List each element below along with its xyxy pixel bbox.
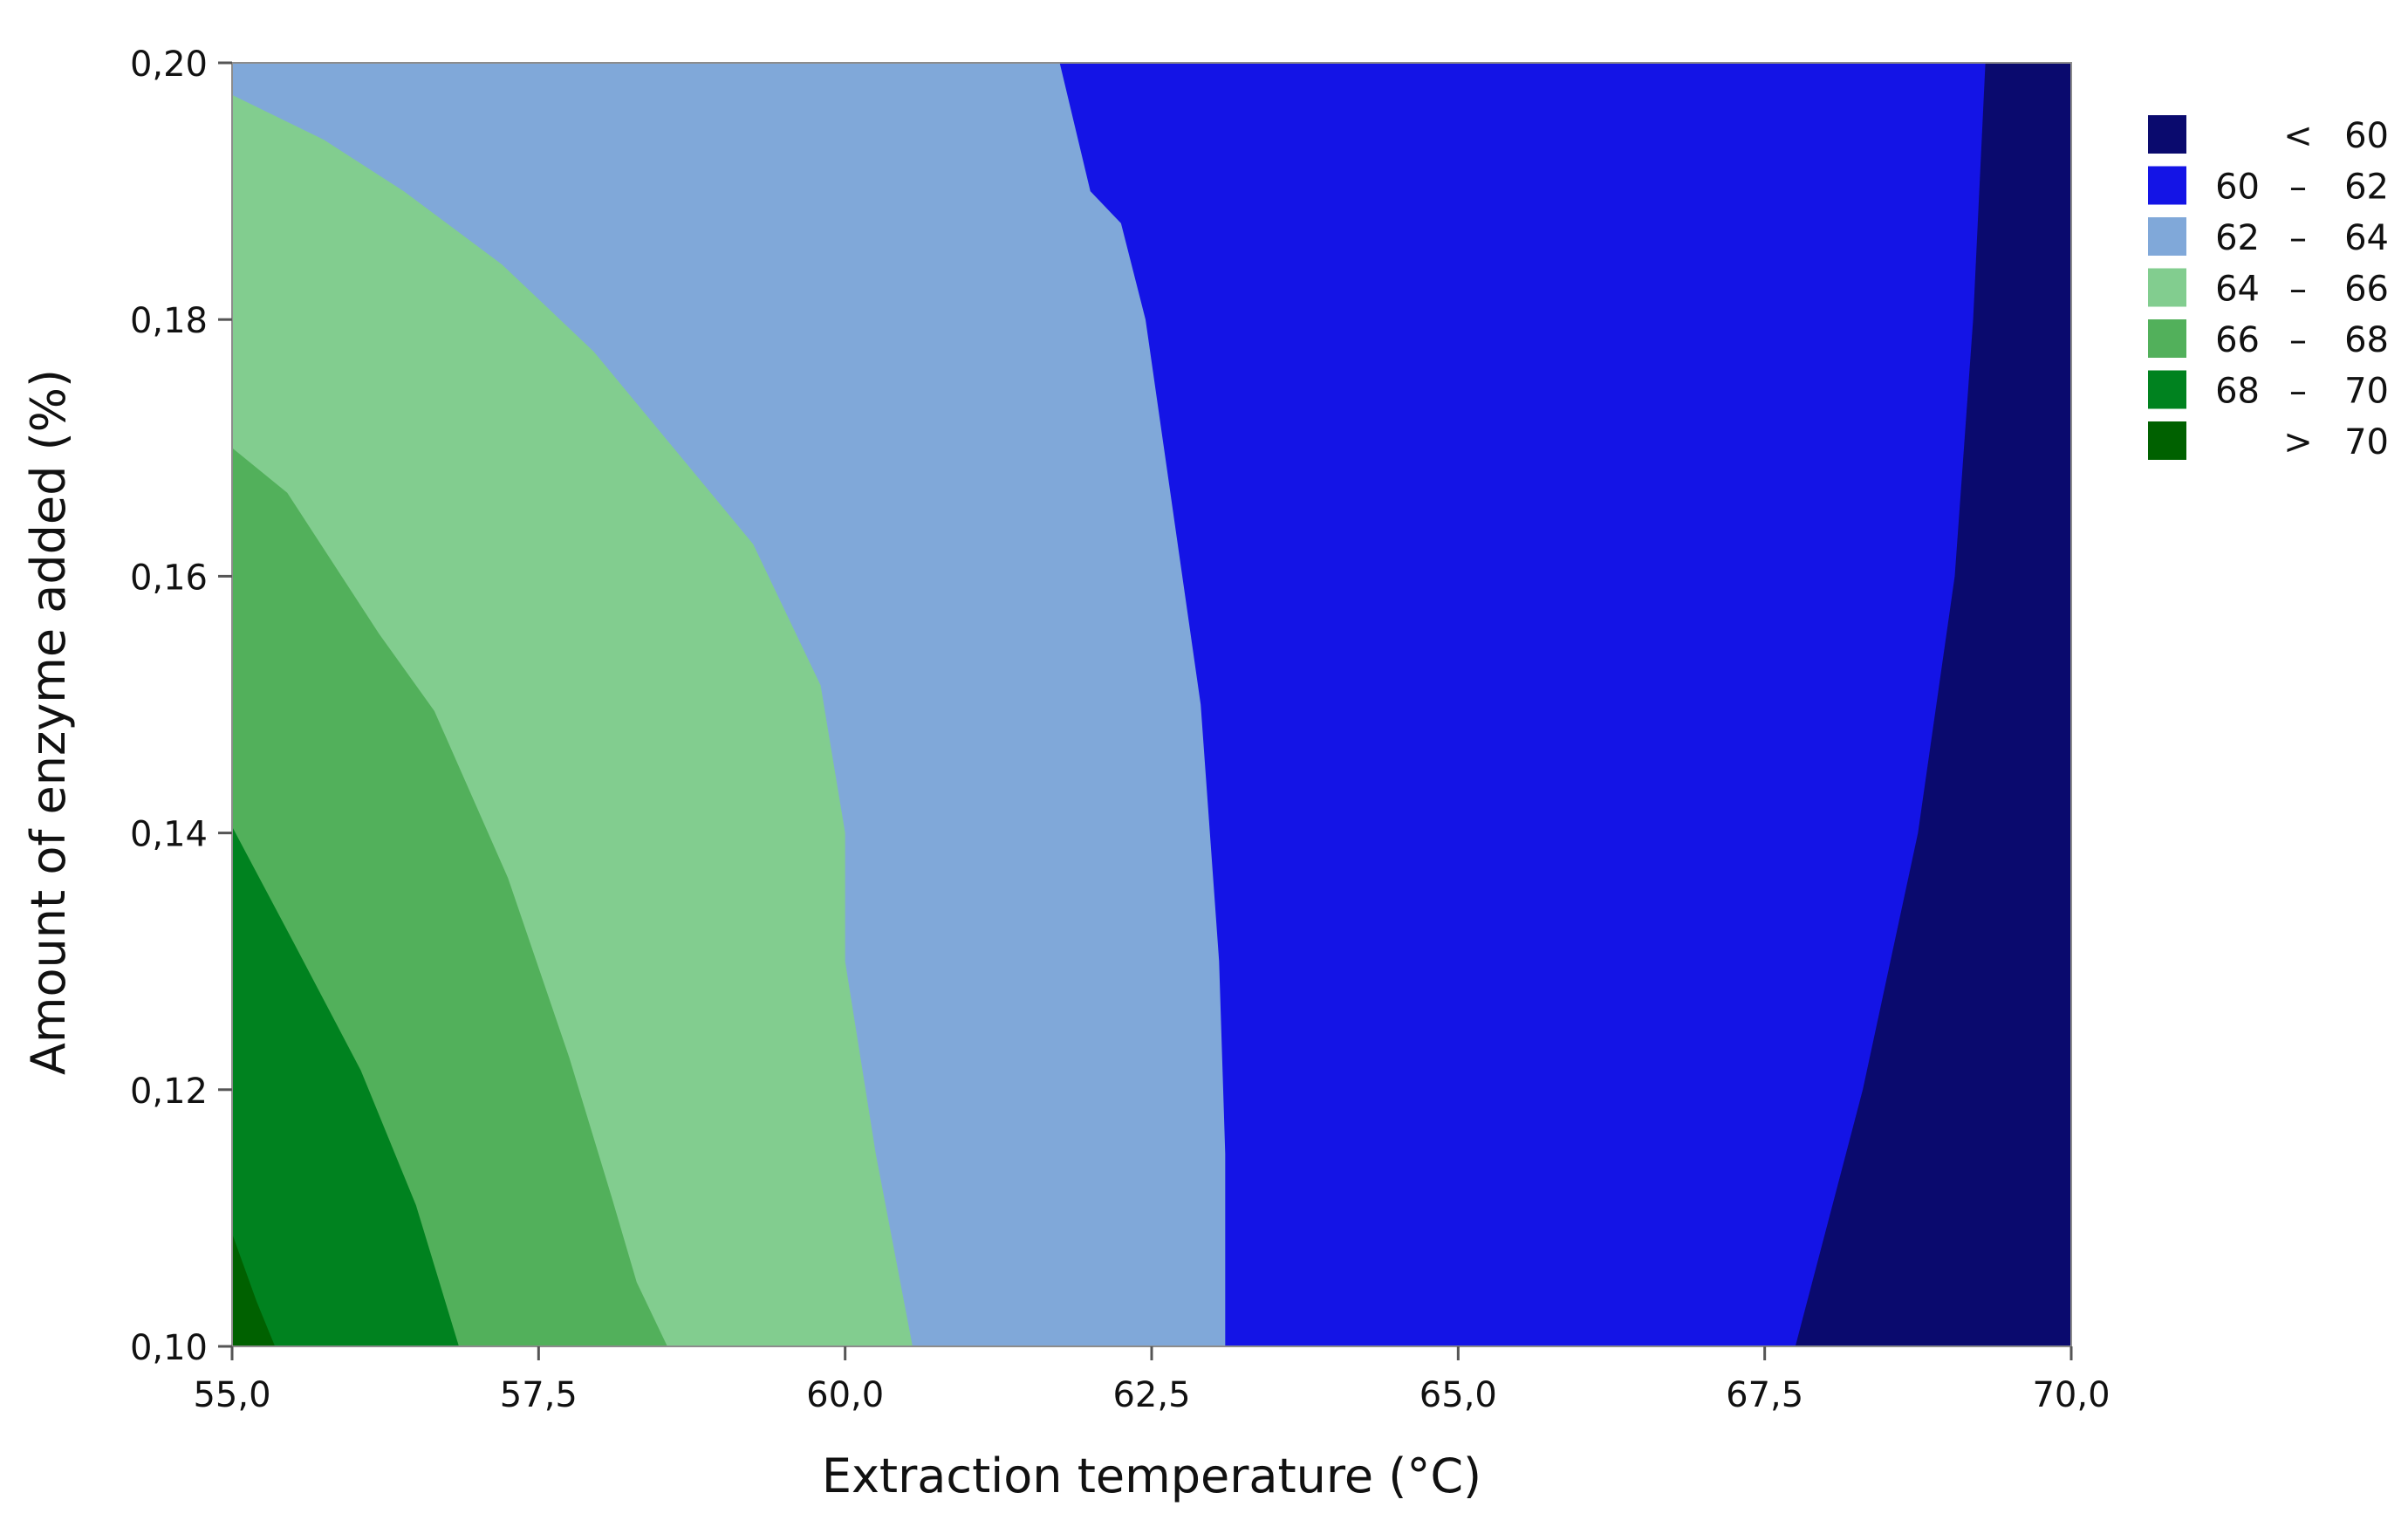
legend-label-low: 68 bbox=[2215, 372, 2260, 412]
legend-label-high: 70 bbox=[2344, 422, 2389, 462]
legend-label-low: 62 bbox=[2215, 218, 2260, 258]
region-above-70 bbox=[232, 1233, 276, 1346]
y-tick-label: 0,14 bbox=[130, 815, 208, 855]
legend-swatch bbox=[2148, 115, 2186, 154]
legend-label-separator: – bbox=[2289, 168, 2307, 208]
x-tick-label: 57,5 bbox=[500, 1375, 578, 1415]
legend-swatch bbox=[2148, 217, 2186, 256]
y-tick-label: 0,10 bbox=[130, 1328, 208, 1368]
x-tick-label: 65,0 bbox=[1419, 1375, 1497, 1415]
legend-label-separator: > bbox=[2283, 422, 2313, 462]
legend-label-low: 60 bbox=[2215, 168, 2260, 208]
legend-label-separator: < bbox=[2283, 116, 2313, 156]
region-68-70 bbox=[232, 826, 459, 1346]
contour-regions bbox=[232, 63, 2071, 1346]
legend-swatch bbox=[2148, 268, 2186, 307]
x-tick-label: 55,0 bbox=[193, 1375, 270, 1415]
y-tick-label: 0,16 bbox=[130, 558, 208, 598]
x-tick-label: 62,5 bbox=[1112, 1375, 1190, 1415]
legend-label-low: 66 bbox=[2215, 320, 2260, 360]
legend-label-separator: – bbox=[2289, 372, 2307, 412]
legend-swatch bbox=[2148, 421, 2186, 460]
x-tick-label: 60,0 bbox=[806, 1375, 884, 1415]
legend-label-separator: – bbox=[2289, 218, 2307, 258]
legend-swatch bbox=[2148, 166, 2186, 205]
y-tick-label: 0,12 bbox=[130, 1072, 208, 1112]
legend-label-high: 68 bbox=[2344, 320, 2389, 360]
y-tick-label: 0,18 bbox=[130, 301, 208, 341]
legend-label-high: 60 bbox=[2344, 116, 2389, 156]
legend-label-low: 64 bbox=[2215, 270, 2260, 310]
x-axis: 55,0 57,5 60,0 62,5 65,0 67,5 70,0 bbox=[193, 1346, 2110, 1415]
legend-swatch bbox=[2148, 319, 2186, 358]
y-tick-label: 0,20 bbox=[130, 45, 208, 85]
legend-label-high: 64 bbox=[2344, 218, 2389, 258]
y-axis: 0,10 0,12 0,14 0,16 0,18 0,20 bbox=[130, 45, 232, 1368]
legend-label-high: 70 bbox=[2344, 372, 2389, 412]
legend-label-separator: – bbox=[2289, 270, 2307, 310]
y-axis-label: Amount of enzyme added (%) bbox=[21, 369, 76, 1075]
x-tick-label: 70,0 bbox=[2032, 1375, 2110, 1415]
legend-label-separator: – bbox=[2289, 320, 2307, 360]
x-tick-label: 67,5 bbox=[1726, 1375, 1803, 1415]
x-axis-label: Extraction temperature (°C) bbox=[822, 1448, 1481, 1503]
legend-label-high: 62 bbox=[2344, 168, 2389, 208]
legend-label-high: 66 bbox=[2344, 270, 2389, 310]
legend-swatch bbox=[2148, 370, 2186, 409]
